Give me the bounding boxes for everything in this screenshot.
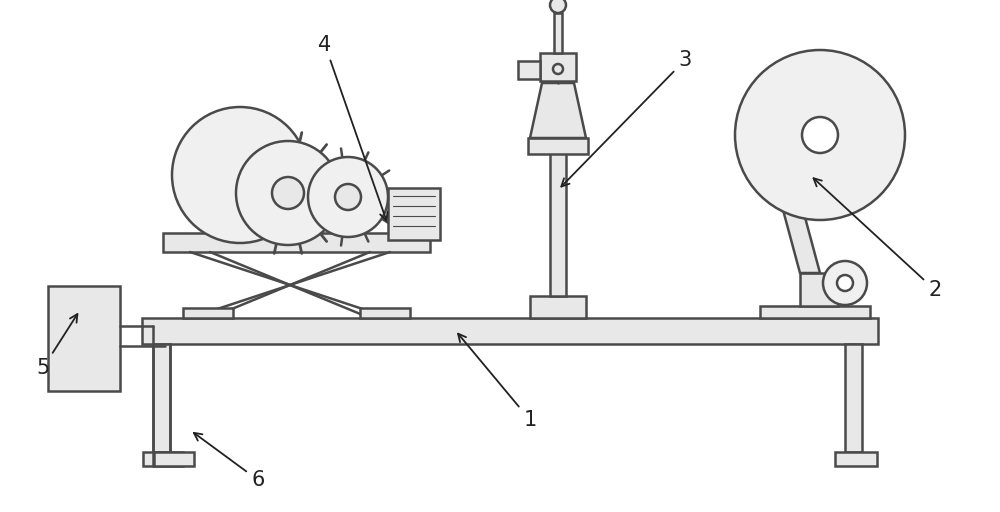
Bar (550, 146, 566, 296)
Bar (530, 296, 586, 318)
Bar (528, 138, 588, 154)
Bar (388, 188, 440, 240)
Bar (554, 13, 562, 53)
Bar (845, 344, 862, 452)
Text: 6: 6 (194, 433, 265, 490)
Circle shape (550, 0, 566, 13)
Circle shape (335, 184, 361, 210)
Bar (154, 452, 194, 466)
Text: 2: 2 (814, 178, 942, 300)
Text: 1: 1 (458, 334, 537, 430)
Bar (360, 308, 410, 318)
Circle shape (172, 107, 308, 243)
Circle shape (837, 275, 853, 291)
Text: 4: 4 (318, 35, 388, 221)
Circle shape (802, 117, 838, 153)
Bar (153, 344, 170, 452)
Polygon shape (530, 83, 586, 138)
Bar (760, 306, 870, 318)
Bar (183, 308, 233, 318)
Bar (800, 273, 838, 306)
Circle shape (272, 177, 304, 209)
Polygon shape (781, 96, 859, 174)
Text: 5: 5 (36, 314, 77, 378)
Circle shape (308, 157, 388, 237)
Bar (540, 53, 576, 81)
Bar (143, 452, 183, 466)
Text: 3: 3 (561, 50, 692, 186)
Circle shape (236, 141, 340, 245)
Bar (48, 286, 120, 391)
Polygon shape (765, 143, 820, 273)
Circle shape (735, 50, 905, 220)
Bar (518, 61, 540, 79)
Circle shape (553, 64, 563, 74)
Circle shape (763, 131, 787, 155)
Circle shape (823, 261, 867, 305)
Bar (142, 318, 878, 344)
Bar (163, 233, 430, 252)
Bar (835, 452, 877, 466)
